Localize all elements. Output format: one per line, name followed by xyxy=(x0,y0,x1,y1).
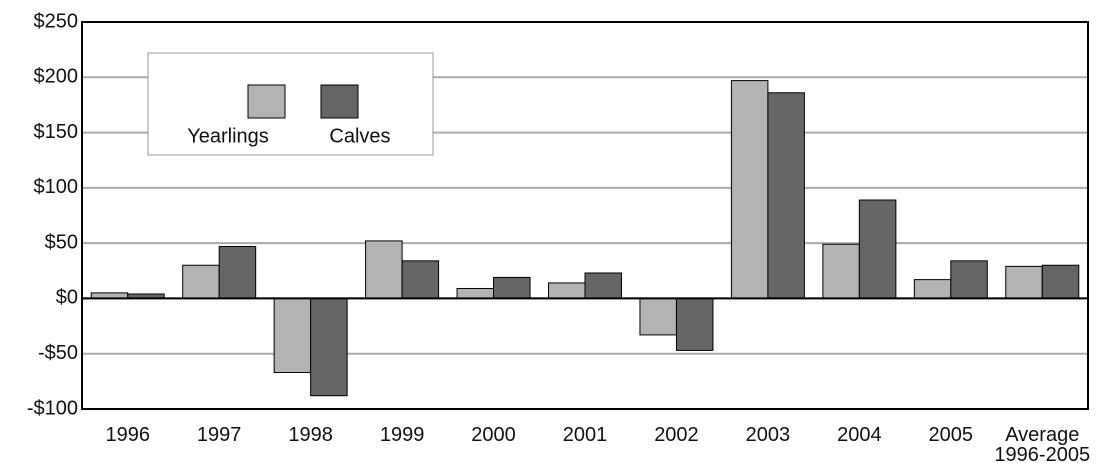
bar xyxy=(493,276,531,299)
bar xyxy=(365,240,403,299)
bar xyxy=(767,92,805,299)
bar xyxy=(1041,264,1080,299)
bar xyxy=(1005,265,1043,299)
legend-swatch xyxy=(320,84,359,119)
y-tick-label: $150 xyxy=(34,121,79,143)
bar xyxy=(456,287,495,299)
x-tick-label: Average 1996-2005 xyxy=(994,424,1091,463)
y-tick-label: $50 xyxy=(45,231,78,253)
bar xyxy=(182,264,220,299)
legend-label: Calves xyxy=(329,125,390,147)
bar xyxy=(639,297,677,336)
bar xyxy=(218,245,257,299)
x-tick-label: 2003 xyxy=(745,424,791,446)
x-tick-label: 2004 xyxy=(837,424,882,446)
x-tick-label: 1997 xyxy=(196,424,242,446)
bar xyxy=(950,260,988,299)
x-tick-label: 1996 xyxy=(105,424,150,446)
bar xyxy=(913,279,952,299)
legend: Yearlings Calves xyxy=(147,52,434,156)
y-tick-label: $250 xyxy=(34,10,79,32)
bar xyxy=(675,297,714,351)
x-tick-label: 2005 xyxy=(928,424,974,446)
bar xyxy=(273,297,312,374)
x-tick-label: 1999 xyxy=(379,424,425,446)
x-tick-label: 1998 xyxy=(288,424,333,446)
y-tick-label: $100 xyxy=(34,176,79,198)
y-tick-label: -$50 xyxy=(38,342,78,364)
legend-box xyxy=(147,52,434,156)
y-tick-label: $0 xyxy=(56,287,78,309)
y-tick-label: $200 xyxy=(34,66,79,88)
legend-swatch xyxy=(247,84,286,119)
legend-label: Yearlings xyxy=(187,125,269,147)
bar xyxy=(401,260,440,299)
bar xyxy=(730,80,769,299)
bar xyxy=(310,297,348,397)
bar xyxy=(858,199,897,299)
x-tick-label: 2000 xyxy=(471,424,516,446)
x-tick-label: 2001 xyxy=(562,424,608,446)
y-tick-label: -$100 xyxy=(27,397,78,419)
plot-border xyxy=(81,21,1089,410)
bar xyxy=(584,272,622,299)
bar xyxy=(822,243,860,299)
bar xyxy=(548,282,586,299)
x-tick-label: 2002 xyxy=(654,424,699,446)
